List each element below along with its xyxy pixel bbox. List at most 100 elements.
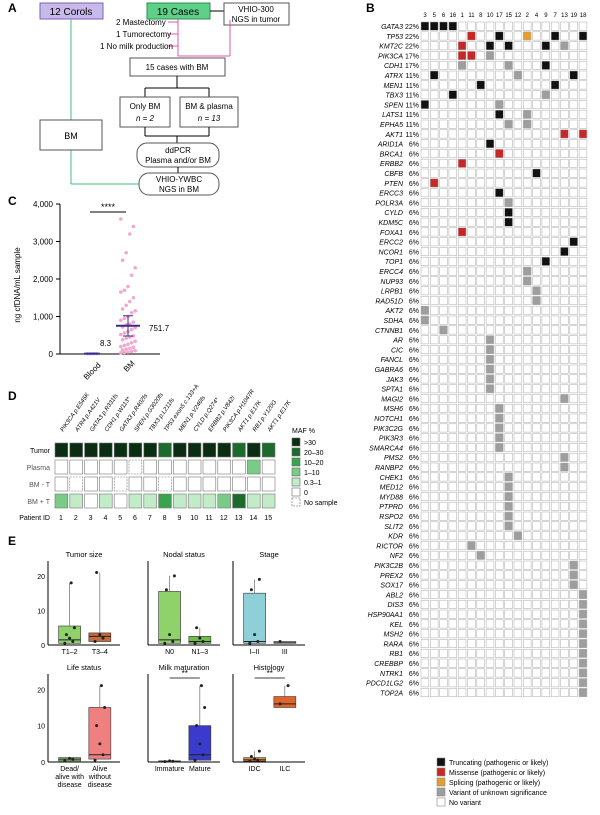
b-cell	[439, 423, 448, 433]
b-cell	[541, 168, 550, 178]
b-cell	[569, 384, 578, 394]
b-gene-label: RICTOR	[376, 543, 403, 550]
b-cell	[430, 90, 439, 100]
b-cell	[578, 178, 588, 188]
b-cell	[476, 168, 485, 178]
b-cell	[495, 51, 504, 60]
b-cell	[532, 90, 541, 100]
b-cell	[523, 403, 532, 413]
b-cell	[467, 452, 476, 462]
b-cell	[430, 158, 439, 168]
d-cell	[232, 493, 246, 509]
b-cell	[467, 178, 476, 188]
b-cell	[578, 570, 588, 580]
b-cell	[439, 511, 448, 521]
b-cell	[504, 198, 513, 207]
b-cell	[504, 90, 513, 100]
d-cell	[128, 476, 143, 492]
b-cell	[560, 139, 569, 149]
b-cell	[485, 237, 495, 247]
b-cell	[560, 590, 569, 599]
d-cell	[173, 442, 187, 458]
b-cell	[513, 374, 523, 384]
b-cell	[495, 188, 504, 198]
e-cat-label: disease	[58, 782, 82, 789]
b-cell	[569, 472, 578, 482]
b-cell	[448, 139, 457, 149]
b-gene-pct: 6%	[409, 534, 419, 541]
b-cell	[485, 256, 495, 266]
b-cell	[532, 325, 541, 335]
e-point	[95, 570, 99, 574]
b-cell	[504, 364, 513, 374]
e-point	[257, 577, 261, 581]
b-patient-id: 10	[487, 13, 494, 19]
b-gene-label: MEN1	[384, 83, 404, 90]
e-group-title: Life status	[67, 663, 101, 672]
b-cell	[513, 629, 523, 639]
d-cell	[113, 459, 128, 475]
b-gene-pct: 6%	[409, 406, 419, 413]
b-cell	[457, 354, 467, 364]
c-point-bm	[122, 343, 127, 348]
b-cell	[513, 41, 523, 51]
b-cell	[578, 452, 588, 462]
b-cell	[532, 423, 541, 433]
b-gene-label: SPEN	[384, 102, 404, 109]
b-cell	[420, 462, 430, 472]
b-cell	[550, 531, 560, 541]
b-cell	[523, 70, 532, 80]
b-cell	[476, 256, 485, 266]
b-cell	[504, 247, 513, 256]
b-cell	[504, 678, 513, 688]
b-cell	[523, 256, 532, 266]
b-cell	[560, 80, 569, 90]
c-point-bm	[126, 284, 130, 289]
d-legend-title: MAF %	[292, 428, 315, 435]
b-cell	[430, 325, 439, 335]
b-cell	[420, 149, 430, 158]
d-cell	[202, 476, 217, 492]
b-cell	[448, 315, 457, 325]
e-point	[201, 640, 205, 644]
bm-plasma-n: n = 13	[198, 114, 221, 123]
b-cell	[513, 198, 523, 207]
b-cell	[430, 364, 439, 374]
b-cell	[532, 688, 541, 697]
b-gene-label: MAGI2	[381, 396, 403, 403]
b-cell	[513, 21, 523, 31]
b-cell	[541, 531, 550, 541]
b-patient-id: 18	[580, 13, 587, 19]
b-cell	[430, 492, 439, 501]
b-cell	[495, 639, 504, 648]
b-gene-label: ABL2	[385, 592, 403, 599]
b-cell	[430, 658, 439, 668]
b-cell	[541, 403, 550, 413]
b-cell	[523, 276, 532, 286]
b-cell	[439, 472, 448, 482]
only-bm-label: Only BM	[130, 102, 161, 111]
b-cell	[550, 100, 560, 109]
b-patient-id: 13	[561, 13, 568, 19]
b-cell	[457, 619, 467, 629]
b-cell	[523, 619, 532, 629]
e-cat-label: ILC	[279, 766, 290, 773]
b-cell	[541, 550, 550, 560]
b-cell	[550, 149, 560, 158]
b-cell	[467, 550, 476, 560]
b-cell	[550, 266, 560, 276]
b-cell	[495, 21, 504, 31]
b-gene-pct: 11%	[406, 132, 420, 139]
b-cell	[523, 668, 532, 678]
b-cell	[523, 109, 532, 119]
b-cell	[504, 139, 513, 149]
b-cell	[578, 619, 588, 629]
e-point	[64, 633, 68, 637]
b-cell	[457, 31, 467, 41]
b-gene-label: RAD51D	[375, 298, 403, 305]
b-cell	[485, 335, 495, 345]
c-point-bm	[133, 325, 137, 330]
b-cell	[532, 452, 541, 462]
